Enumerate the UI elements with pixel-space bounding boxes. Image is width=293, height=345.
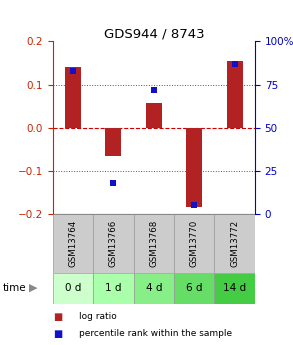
Title: GDS944 / 8743: GDS944 / 8743 (103, 27, 204, 40)
Bar (214, 273, 255, 304)
Bar (105, 128, 122, 156)
Text: 14 d: 14 d (223, 283, 246, 293)
Text: 6 d: 6 d (186, 283, 202, 293)
Bar (226, 61, 243, 128)
Text: ■: ■ (53, 329, 62, 339)
Bar (134, 214, 174, 273)
Text: 1 d: 1 d (105, 283, 122, 293)
Text: GSM13772: GSM13772 (230, 220, 239, 267)
Text: log ratio: log ratio (79, 312, 117, 322)
Bar (53, 214, 93, 273)
Text: 0 d: 0 d (65, 283, 81, 293)
Bar (146, 103, 162, 128)
Bar (93, 273, 134, 304)
Bar (134, 273, 174, 304)
Text: 4 d: 4 d (146, 283, 162, 293)
Bar (65, 67, 81, 128)
Bar (93, 214, 134, 273)
Bar (53, 273, 93, 304)
Text: ▶: ▶ (29, 283, 38, 293)
Bar (174, 214, 214, 273)
Bar (186, 128, 202, 207)
Text: GSM13766: GSM13766 (109, 220, 118, 267)
Text: GSM13770: GSM13770 (190, 220, 199, 267)
Text: GSM13764: GSM13764 (69, 220, 77, 267)
Bar (174, 273, 214, 304)
Text: percentile rank within the sample: percentile rank within the sample (79, 329, 232, 338)
Text: time: time (3, 283, 27, 293)
Text: ■: ■ (53, 312, 62, 322)
Text: GSM13768: GSM13768 (149, 220, 158, 267)
Bar (214, 214, 255, 273)
